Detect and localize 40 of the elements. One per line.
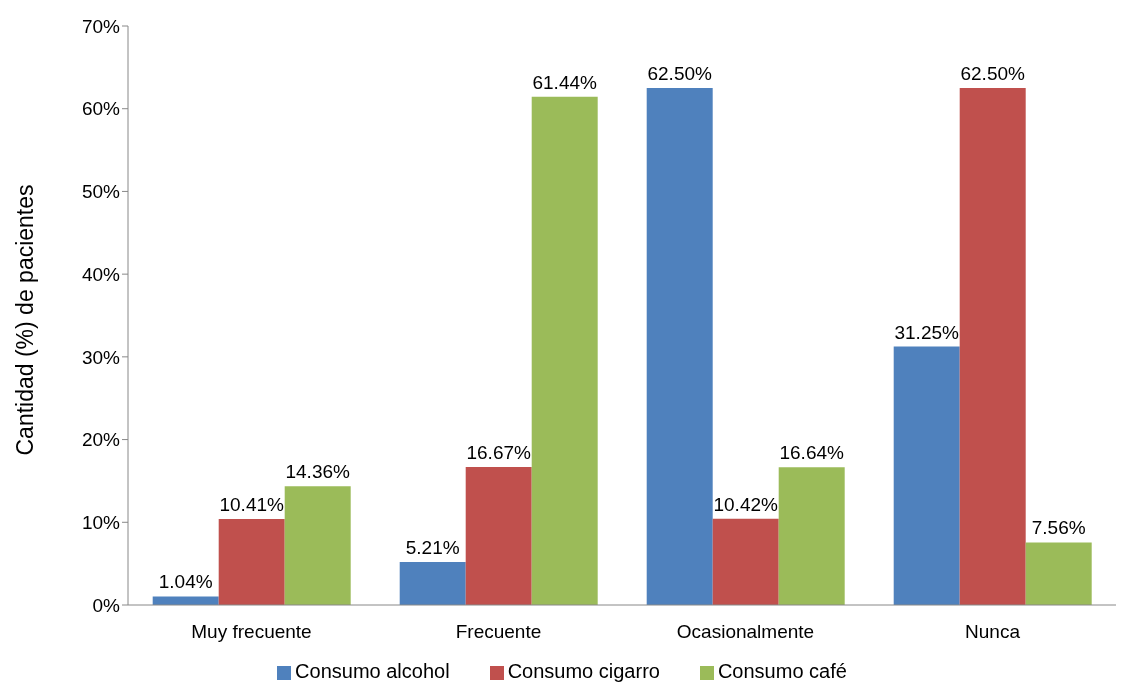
bar (712, 518, 779, 605)
data-label: 61.44% (532, 71, 598, 93)
bar (399, 561, 466, 605)
bar (959, 88, 1026, 605)
y-tick-label: 50% (81, 181, 121, 203)
data-label: 16.67% (466, 442, 532, 464)
data-label: 10.42% (713, 493, 779, 515)
x-tick-label: Muy frecuente (191, 621, 312, 643)
data-label: 62.50% (647, 63, 713, 85)
bar (152, 596, 219, 605)
y-tick-label: 30% (81, 346, 121, 368)
y-axis-title: Cantidad (%) de pacientes (12, 184, 39, 456)
legend-label: Consumo café (717, 660, 847, 682)
bar (531, 96, 598, 605)
data-label: 62.50% (960, 63, 1026, 85)
data-label: 10.41% (219, 493, 285, 515)
x-tick-label: Ocasionalmente (676, 621, 815, 643)
y-tick-label: 60% (81, 98, 121, 120)
y-tick-label: 20% (81, 429, 121, 451)
y-tick-label: 10% (81, 512, 121, 534)
x-tick-label: Nunca (965, 621, 1021, 643)
data-label: 5.21% (405, 536, 460, 558)
bar (284, 486, 351, 605)
legend-label: Consumo cigarro (507, 660, 660, 682)
y-tick-label: 40% (81, 263, 121, 285)
data-label: 16.64% (779, 442, 845, 464)
y-tick-label: 0% (92, 594, 121, 616)
bar (778, 467, 845, 605)
bar (218, 518, 285, 605)
bar (646, 88, 713, 605)
data-label: 1.04% (158, 571, 213, 593)
data-label: 7.56% (1031, 517, 1086, 539)
data-label: 14.36% (285, 461, 351, 483)
data-label: 31.25% (894, 321, 960, 343)
bar (465, 467, 532, 605)
legend-label: Consumo alcohol (295, 660, 450, 682)
bar (893, 346, 960, 605)
x-tick-label: Frecuente (455, 621, 542, 643)
bar (1025, 542, 1092, 605)
y-tick-label: 70% (81, 15, 121, 37)
